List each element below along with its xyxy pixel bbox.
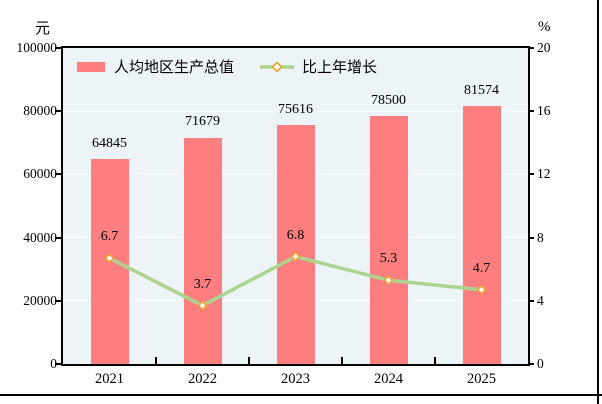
line-point-marker-icon xyxy=(290,251,301,262)
gridline xyxy=(63,110,528,112)
bar-2022 xyxy=(183,137,222,364)
left-axis-tick-label: 40000 xyxy=(23,229,57,245)
bar-2024 xyxy=(369,115,408,364)
legend-label-gdp: 人均地区生产总值 xyxy=(114,60,235,76)
left-axis-tick-label: 100000 xyxy=(16,40,58,55)
bar-legend-swatch-icon xyxy=(77,61,105,72)
left-axis-tick-mark xyxy=(55,236,61,239)
left-axis-tick-mark xyxy=(55,173,61,176)
legend-item-growth: 比上年增长 xyxy=(260,56,377,77)
line-point-marker-icon xyxy=(476,284,487,295)
left-axis-tick-label: 60000 xyxy=(23,166,57,182)
right-axis-tick-label: 8 xyxy=(537,229,544,245)
x-axis-category-label: 2022 xyxy=(188,371,217,387)
chart-legend: 人均地区生产总值 比上年增长 xyxy=(77,56,377,77)
right-axis-tick-mark xyxy=(528,47,534,49)
right-axis-tick-label: 12 xyxy=(537,166,551,182)
bar-value-label: 78500 xyxy=(371,92,406,108)
bar-value-label: 64845 xyxy=(92,136,127,152)
line-point-marker-icon xyxy=(104,253,115,264)
x-axis-tick-mark xyxy=(341,357,343,364)
growth-line xyxy=(104,251,487,311)
x-axis-tick-mark xyxy=(248,357,250,364)
line-point-marker-icon xyxy=(197,300,208,311)
line-point-marker-icon xyxy=(383,275,394,286)
bar-2023 xyxy=(276,125,315,364)
left-axis-unit-label: 元 xyxy=(34,21,50,37)
x-axis-tick-mark xyxy=(155,357,157,364)
right-axis-tick-label: 0 xyxy=(537,356,544,371)
x-axis-category-label: 2023 xyxy=(281,371,310,387)
bar-value-label: 71679 xyxy=(185,114,220,130)
line-value-label: 5.3 xyxy=(379,251,398,267)
plot-area: 人均地区生产总值 比上年增长 64845 71679 75616 78500 81574… xyxy=(61,46,530,366)
left-axis-tick-label: 0 xyxy=(50,356,57,371)
x-axis-category-label: 2025 xyxy=(467,371,496,387)
left-axis-tick-mark xyxy=(55,363,61,365)
right-axis-tick-mark xyxy=(528,299,534,302)
right-axis-tick-label: 20 xyxy=(537,40,551,55)
right-axis-tick-mark xyxy=(528,363,534,365)
x-axis-category-label: 2021 xyxy=(95,371,124,387)
x-axis-tick-mark xyxy=(434,357,436,364)
line-diamond-legend-icon xyxy=(260,60,295,73)
left-axis-tick-mark xyxy=(55,110,61,113)
right-axis-tick-label: 16 xyxy=(537,103,551,119)
line-value-label: 3.7 xyxy=(193,276,212,292)
document-frame-bottom-border xyxy=(0,394,602,396)
right-axis-tick-label: 4 xyxy=(537,292,544,308)
right-axis-tick-mark xyxy=(528,173,534,176)
left-axis-tick-mark xyxy=(55,47,61,49)
legend-item-gdp: 人均地区生产总值 xyxy=(77,56,234,77)
document-frame-right-border xyxy=(597,0,599,404)
line-value-label: 4.7 xyxy=(472,260,491,276)
legend-label-growth: 比上年增长 xyxy=(302,60,378,76)
left-axis-tick-label: 80000 xyxy=(23,103,57,119)
bar-value-label: 75616 xyxy=(278,102,313,118)
line-value-label: 6.7 xyxy=(100,229,119,245)
right-axis-tick-mark xyxy=(528,236,534,239)
left-axis-tick-mark xyxy=(55,299,61,302)
bar-2025 xyxy=(462,106,501,364)
right-axis-tick-mark xyxy=(528,110,534,113)
bar-value-label: 81574 xyxy=(464,83,499,99)
left-axis-tick-label: 20000 xyxy=(23,292,57,308)
right-axis-unit-label: % xyxy=(538,19,551,35)
line-value-label: 6.8 xyxy=(286,227,305,243)
x-axis-category-label: 2024 xyxy=(374,371,403,387)
